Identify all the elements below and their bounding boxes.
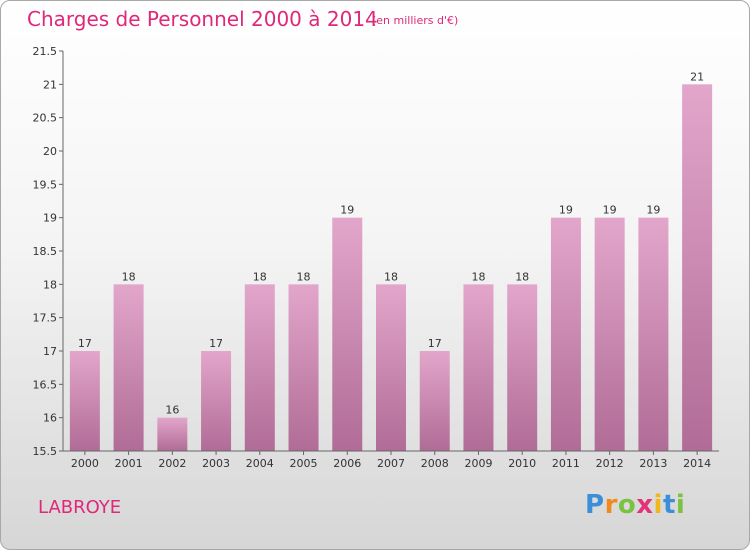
bar-value-label: 17 [428, 337, 442, 350]
y-tick-label: 19.5 [33, 178, 58, 191]
chart-subtitle: (en milliers d'€) [372, 14, 459, 27]
y-tick-label: 20 [43, 145, 57, 158]
y-tick-label: 21.5 [33, 45, 58, 58]
y-tick-label: 19 [43, 212, 57, 225]
bar [682, 84, 713, 451]
y-tick-label: 18 [43, 278, 57, 291]
logo-letter: x [636, 490, 654, 520]
y-axis: 15.5 16 16.5 17 17.5 18 18.5 19 19.5 20 20.5 21 21.5 [33, 45, 64, 458]
x-tick-label: 2003 [202, 457, 230, 470]
bar-value-label: 19 [646, 204, 660, 217]
proxiti-logo: Proxiti [585, 490, 685, 520]
x-tick-label: 2001 [115, 457, 143, 470]
y-tick-label: 20.5 [33, 112, 58, 125]
x-tick-label: 2014 [683, 457, 711, 470]
y-tick-label: 18.5 [33, 245, 58, 258]
bar-value-label: 19 [340, 204, 354, 217]
x-tick-label: 2009 [464, 457, 492, 470]
bar-value-label: 19 [603, 204, 617, 217]
bar [507, 284, 538, 451]
chart-title: Charges de Personnel 2000 à 2014 [27, 7, 378, 31]
bar [244, 284, 275, 451]
y-tick-label: 17.5 [33, 312, 58, 325]
bar [638, 217, 669, 451]
x-tick-label: 2011 [552, 457, 580, 470]
x-tick-label: 2008 [421, 457, 449, 470]
bar-value-label: 18 [471, 270, 485, 283]
x-tick-label: 2007 [377, 457, 405, 470]
y-tick-label: 15.5 [33, 445, 58, 458]
bar [376, 284, 406, 451]
bar-value-label: 21 [690, 70, 704, 83]
x-tick-label: 2002 [158, 457, 186, 470]
bar-value-label: 18 [253, 270, 267, 283]
bar [113, 284, 144, 451]
y-tick-label: 16 [43, 412, 57, 425]
x-tick-label: 2010 [508, 457, 536, 470]
bar-value-label: 19 [559, 204, 573, 217]
bar [419, 351, 450, 451]
y-tick-label: 16.5 [33, 378, 58, 391]
bar [594, 217, 625, 451]
x-tick-label: 2012 [596, 457, 624, 470]
x-tick-label: 2013 [639, 457, 667, 470]
bar-value-label: 16 [165, 404, 179, 417]
x-tick-label: 2005 [290, 457, 318, 470]
x-tick-label: 2004 [246, 457, 274, 470]
bar-value-label: 18 [297, 270, 311, 283]
bar [332, 217, 363, 451]
bar [288, 284, 319, 451]
bar-value-label: 18 [515, 270, 529, 283]
x-tick-label: 2000 [71, 457, 99, 470]
bar [550, 217, 581, 451]
x-axis: 2000 2001 2002 2003 2004 2005 2006 2007 2008 2009… [63, 450, 719, 470]
bar-value-label: 18 [384, 270, 398, 283]
y-tick-label: 17 [43, 345, 57, 358]
x-tick-label: 2006 [333, 457, 361, 470]
bar-value-label: 17 [78, 337, 92, 350]
logo-letter: r [604, 490, 618, 520]
y-tick-label: 21 [43, 78, 57, 91]
logo-letter: o [617, 490, 637, 520]
logo-letter: i [653, 490, 663, 520]
bar-value-label: 17 [209, 337, 223, 350]
bar-value-label: 18 [122, 270, 136, 283]
logo-letter: t [662, 490, 676, 520]
bar [69, 351, 100, 451]
bar [463, 284, 494, 451]
logo-letter: i [675, 490, 686, 520]
commune-name: LABROYE [38, 497, 122, 518]
bar [157, 417, 188, 451]
bar [201, 351, 232, 451]
bars-group: 17 18 16 17 18 18 19 18 17 18 18 19 19 19 21 [69, 70, 713, 451]
logo-letter: P [585, 490, 605, 520]
